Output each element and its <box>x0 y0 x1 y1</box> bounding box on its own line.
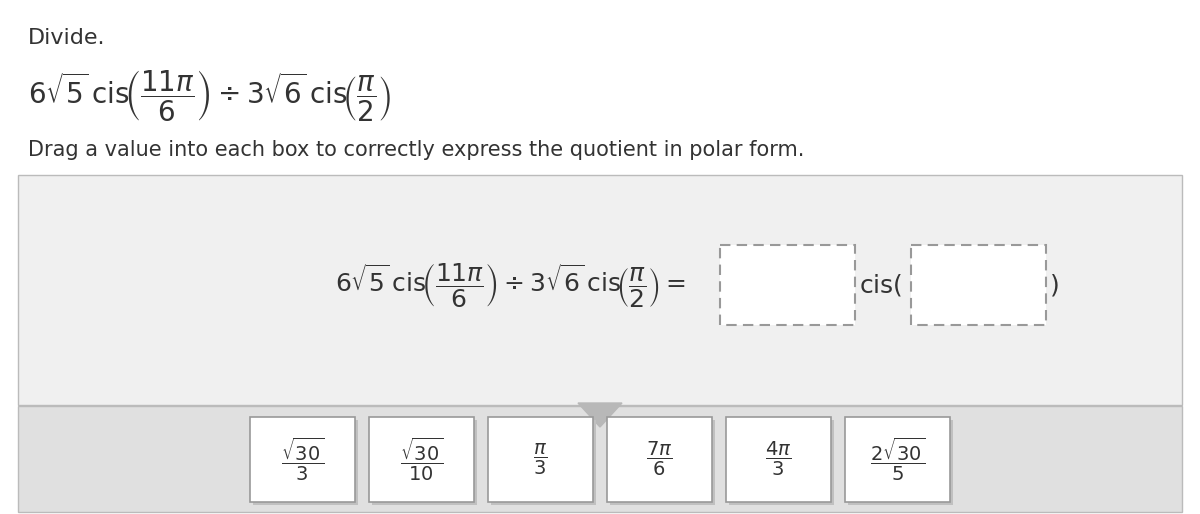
FancyBboxPatch shape <box>250 416 355 502</box>
FancyBboxPatch shape <box>253 419 358 505</box>
Text: $\mathrm{cis}($: $\mathrm{cis}($ <box>859 272 902 298</box>
FancyBboxPatch shape <box>730 419 834 505</box>
Text: $)$: $)$ <box>1049 272 1058 298</box>
FancyBboxPatch shape <box>18 406 1182 512</box>
Text: $\dfrac{2\sqrt{30}}{5}$: $\dfrac{2\sqrt{30}}{5}$ <box>870 435 925 483</box>
FancyBboxPatch shape <box>607 416 712 502</box>
FancyBboxPatch shape <box>491 419 596 505</box>
Text: Drag a value into each box to correctly express the quotient in polar form.: Drag a value into each box to correctly … <box>28 140 804 160</box>
Text: Divide.: Divide. <box>28 28 106 48</box>
Text: $\dfrac{\sqrt{30}}{3}$: $\dfrac{\sqrt{30}}{3}$ <box>281 435 324 483</box>
FancyBboxPatch shape <box>370 416 474 502</box>
Text: $6\sqrt{5}\,\mathrm{cis}\!\left(\dfrac{11\pi}{6}\right)\div 3\sqrt{6}\,\mathrm{c: $6\sqrt{5}\,\mathrm{cis}\!\left(\dfrac{1… <box>335 261 685 309</box>
Text: $\dfrac{\pi}{3}$: $\dfrac{\pi}{3}$ <box>533 442 547 476</box>
FancyBboxPatch shape <box>848 419 953 505</box>
FancyBboxPatch shape <box>610 419 715 505</box>
FancyBboxPatch shape <box>911 245 1046 325</box>
Text: $\dfrac{\sqrt{30}}{10}$: $\dfrac{\sqrt{30}}{10}$ <box>400 435 443 483</box>
FancyBboxPatch shape <box>720 245 854 325</box>
FancyBboxPatch shape <box>726 416 830 502</box>
Polygon shape <box>578 403 622 427</box>
FancyBboxPatch shape <box>372 419 478 505</box>
FancyBboxPatch shape <box>488 416 593 502</box>
FancyBboxPatch shape <box>845 416 950 502</box>
FancyBboxPatch shape <box>18 175 1182 405</box>
Text: $\dfrac{7\pi}{6}$: $\dfrac{7\pi}{6}$ <box>647 440 673 478</box>
Text: $\dfrac{4\pi}{3}$: $\dfrac{4\pi}{3}$ <box>766 440 792 478</box>
Text: $6\sqrt{5}\,\mathrm{cis}\!\left(\dfrac{11\pi}{6}\right)\div 3\sqrt{6}\,\mathrm{c: $6\sqrt{5}\,\mathrm{cis}\!\left(\dfrac{1… <box>28 68 391 123</box>
